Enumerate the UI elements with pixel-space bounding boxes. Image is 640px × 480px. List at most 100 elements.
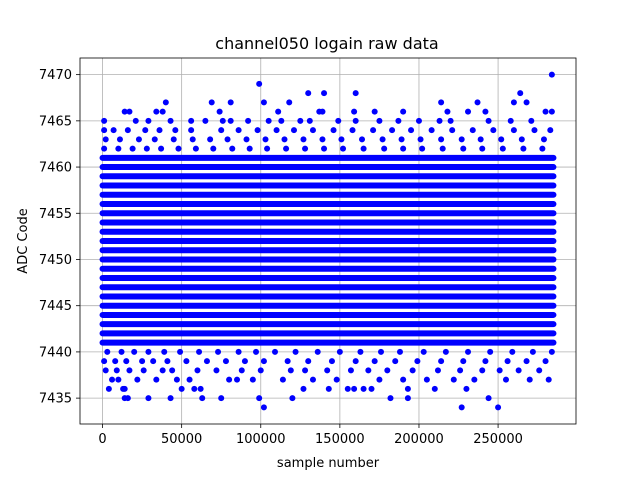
data-point xyxy=(302,145,309,152)
data-point xyxy=(273,127,280,134)
data-point xyxy=(264,145,271,152)
data-point xyxy=(371,358,378,365)
data-point xyxy=(523,358,530,365)
y-tick-label: 7440 xyxy=(39,345,72,360)
data-point xyxy=(309,127,316,134)
data-point xyxy=(143,145,150,152)
data-point xyxy=(213,367,220,374)
data-point xyxy=(219,117,226,124)
data-point xyxy=(419,145,426,152)
data-point xyxy=(121,108,128,115)
data-point xyxy=(253,348,260,355)
data-point xyxy=(101,127,108,134)
data-point xyxy=(352,90,359,97)
data-point xyxy=(306,117,313,124)
x-tick-label: 250000 xyxy=(473,432,523,447)
chart-title: channel050 logain raw data xyxy=(215,34,438,53)
data-point xyxy=(314,348,321,355)
data-point xyxy=(325,385,332,392)
data-point xyxy=(284,358,291,365)
data-point xyxy=(102,136,109,143)
data-point xyxy=(515,367,522,374)
data-point xyxy=(118,348,125,355)
data-point xyxy=(186,376,193,383)
data-point xyxy=(302,367,309,374)
data-point xyxy=(347,367,354,374)
data-point xyxy=(352,117,359,124)
data-point xyxy=(517,90,524,97)
data-point xyxy=(256,395,263,402)
data-point xyxy=(286,99,293,106)
data-point xyxy=(188,127,195,134)
data-point xyxy=(523,99,530,106)
data-point xyxy=(328,358,335,365)
data-point xyxy=(449,127,456,134)
data-point xyxy=(197,385,204,392)
data-point xyxy=(254,127,261,134)
data-point xyxy=(502,376,509,383)
data-points xyxy=(99,71,557,411)
data-point xyxy=(300,385,307,392)
data-point xyxy=(545,376,552,383)
data-point xyxy=(135,136,142,143)
data-point xyxy=(170,136,177,143)
data-point xyxy=(436,117,443,124)
data-point xyxy=(398,136,405,143)
data-point xyxy=(167,117,174,124)
data-point xyxy=(465,348,472,355)
data-point xyxy=(216,108,223,115)
data-point xyxy=(542,108,549,115)
data-point xyxy=(243,136,250,143)
data-point xyxy=(262,136,269,143)
data-point xyxy=(279,376,286,383)
data-point xyxy=(360,145,367,152)
data-point xyxy=(457,367,464,374)
data-point xyxy=(351,385,358,392)
x-tick-label: 100000 xyxy=(236,432,286,447)
data-point xyxy=(121,385,128,392)
data-point xyxy=(340,145,347,152)
data-point xyxy=(319,136,326,143)
data-point xyxy=(139,358,146,365)
data-point xyxy=(102,367,109,374)
data-point xyxy=(134,376,141,383)
data-point xyxy=(275,108,282,115)
data-point xyxy=(153,376,160,383)
data-point xyxy=(156,127,163,134)
data-point xyxy=(238,367,245,374)
data-point xyxy=(297,117,304,124)
data-point xyxy=(324,367,331,374)
data-point xyxy=(471,376,478,383)
data-point xyxy=(482,358,489,365)
y-axis-label: ADC Code xyxy=(16,208,31,273)
data-point xyxy=(245,117,252,124)
data-point xyxy=(150,358,157,365)
data-point xyxy=(439,145,446,152)
data-point xyxy=(526,376,533,383)
data-point xyxy=(365,367,372,374)
data-point xyxy=(548,71,555,78)
data-point xyxy=(370,127,377,134)
data-point xyxy=(131,348,138,355)
data-point xyxy=(465,108,472,115)
data-point xyxy=(469,127,476,134)
data-point xyxy=(547,127,554,134)
data-point xyxy=(110,127,117,134)
data-point xyxy=(145,395,152,402)
data-point xyxy=(140,367,147,374)
data-point xyxy=(287,367,294,374)
data-point xyxy=(196,348,203,355)
data-point xyxy=(444,108,451,115)
data-point xyxy=(227,117,234,124)
data-point xyxy=(518,136,525,143)
data-point xyxy=(145,348,152,355)
data-point xyxy=(224,136,231,143)
data-point xyxy=(321,90,328,97)
data-point xyxy=(249,376,256,383)
data-point xyxy=(289,395,296,402)
data-point xyxy=(357,348,364,355)
data-point xyxy=(115,145,122,152)
data-point xyxy=(218,395,225,402)
data-point xyxy=(105,385,112,392)
